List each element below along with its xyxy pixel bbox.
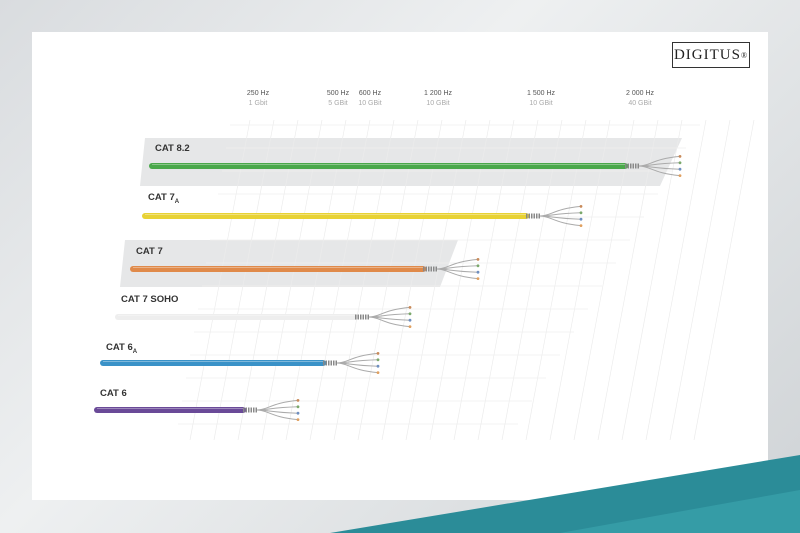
- wire-pair: [256, 409, 299, 421]
- wire-end: [296, 399, 300, 402]
- grid-line: [573, 119, 635, 441]
- wire-end: [476, 270, 480, 274]
- wire-pair: [336, 359, 379, 364]
- grid-line: [525, 119, 587, 441]
- grid-line: [213, 119, 275, 441]
- grid-line: [285, 119, 347, 441]
- cable-subscript: A: [132, 348, 138, 355]
- cable-name: CAT 6: [106, 342, 133, 353]
- wire-end: [408, 312, 412, 316]
- wire-end: [678, 174, 682, 178]
- tick-label: 250 Hz 1 Gbit: [228, 89, 288, 109]
- grid-line: [333, 119, 395, 441]
- tick-label: 1 200 Hz 10 GBit: [408, 89, 468, 109]
- grid-line: [429, 119, 491, 441]
- cable-label: CAT 6A: [106, 342, 137, 355]
- wire-end: [408, 318, 412, 322]
- wire-end: [579, 217, 583, 221]
- wire-end: [476, 264, 480, 268]
- tick-speed: 1 Gbit: [248, 100, 268, 107]
- tick-speed: 40 GBit: [628, 100, 652, 107]
- wire-pair: [539, 212, 582, 217]
- grid-line: [621, 119, 683, 441]
- tick-label: 500 Hz 5 GBit: [308, 89, 368, 109]
- wire-end: [678, 167, 682, 171]
- grid-line: [237, 119, 299, 441]
- tick-frequency: 1 500 Hz: [526, 90, 556, 97]
- wire-end: [678, 155, 682, 158]
- wire-end: [376, 358, 380, 362]
- grid-line: [357, 119, 419, 441]
- wire-pair: [336, 362, 379, 374]
- grid-line: [453, 119, 515, 441]
- digitus-logo: DIGITUS ®: [672, 42, 750, 68]
- highlight-panel: [120, 240, 458, 287]
- tick-speed: 5 GBit: [328, 100, 348, 107]
- wire-end: [476, 277, 480, 280]
- wire-pair: [368, 313, 411, 318]
- cable-label: CAT 8.2: [155, 143, 190, 156]
- tick-frequency: 600 Hz: [358, 90, 382, 97]
- grid-line: [405, 119, 467, 441]
- wire-end: [476, 258, 480, 261]
- wire-end: [376, 371, 380, 374]
- registered-mark: ®: [740, 50, 749, 60]
- wire-pair: [539, 215, 582, 227]
- tick-speed: 10 GBit: [426, 100, 450, 107]
- grid-line: [477, 119, 539, 441]
- tick-frequency: 500 Hz: [326, 90, 350, 97]
- wire-end: [376, 364, 380, 368]
- wire-end: [678, 161, 682, 165]
- tick-label: 2 000 Hz 40 GBit: [610, 89, 670, 109]
- cable-name: CAT 7: [148, 192, 175, 203]
- cable-name: CAT 7 SOHO: [121, 294, 179, 305]
- cable-name: CAT 8.2: [155, 143, 190, 154]
- grid-line: [189, 119, 251, 441]
- grid-line: [261, 119, 323, 441]
- wire-end: [296, 405, 300, 409]
- wire-pair: [368, 316, 411, 328]
- cable-label: CAT 7: [136, 246, 163, 259]
- grid-line: [381, 119, 443, 441]
- wire-end: [408, 325, 412, 328]
- grid-line: [669, 119, 731, 441]
- grid-line: [645, 119, 707, 441]
- wire-end: [579, 224, 583, 228]
- grid-line: [549, 119, 611, 441]
- cable-name: CAT 7: [136, 246, 163, 257]
- tick-label: 1 500 Hz 10 GBit: [511, 89, 571, 109]
- tick-frequency: 250 Hz: [246, 90, 270, 97]
- grid-line: [693, 119, 755, 441]
- grid-line: [309, 119, 371, 441]
- cable-label: CAT 6: [100, 388, 127, 401]
- grid-line: [501, 119, 563, 441]
- tick-speed: 10 GBit: [529, 100, 553, 107]
- wire-end: [296, 418, 300, 421]
- wire-end: [376, 352, 380, 355]
- tick-frequency: 1 200 Hz: [423, 90, 453, 97]
- tick-frequency: 2 000 Hz: [625, 90, 655, 97]
- wire-end: [408, 306, 412, 309]
- tick-label: 600 Hz 10 GBit: [340, 89, 400, 109]
- cable-label: CAT 7A: [148, 192, 179, 205]
- logo-text: DIGITUS: [673, 46, 741, 63]
- cable-name: CAT 6: [100, 388, 127, 399]
- wire-end: [296, 411, 300, 415]
- wire-end: [579, 205, 583, 208]
- cable-subscript: A: [174, 198, 180, 205]
- tick-speed: 10 GBit: [358, 100, 382, 107]
- grid-line: [597, 119, 659, 441]
- wire-pair: [436, 268, 479, 280]
- cable-label: CAT 7 SOHO: [121, 294, 178, 307]
- wire-pair: [638, 165, 681, 177]
- highlight-panel: [140, 138, 682, 186]
- wire-end: [579, 211, 583, 215]
